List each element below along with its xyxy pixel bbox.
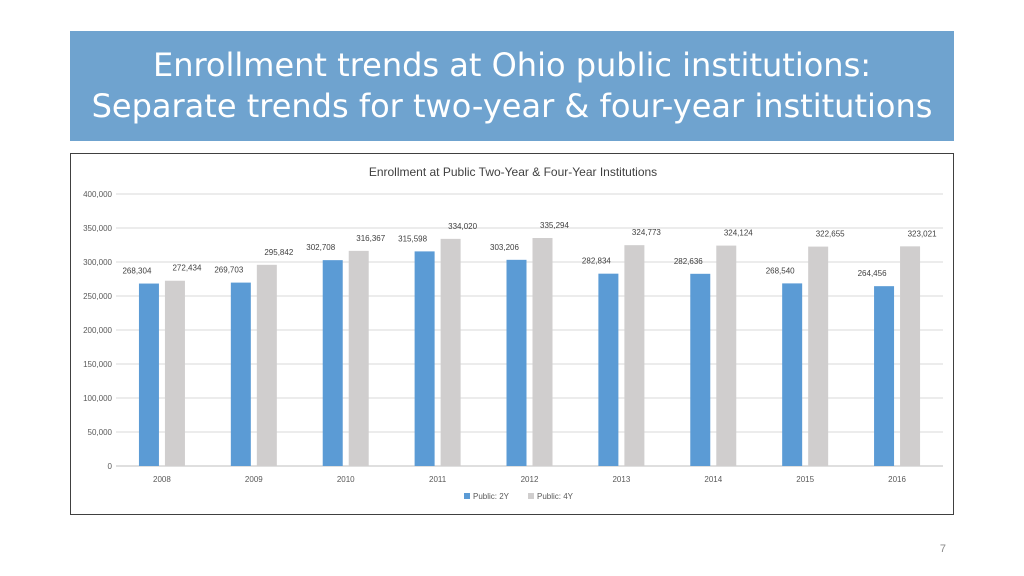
data-label: 324,124 bbox=[724, 229, 753, 238]
bar-public-4y bbox=[716, 245, 737, 466]
y-tick-label: 350,000 bbox=[83, 224, 112, 233]
legend-label-2y: Public: 2Y bbox=[473, 492, 510, 501]
y-tick-label: 0 bbox=[108, 462, 113, 471]
bar-public-4y bbox=[808, 246, 829, 466]
bar-public-2y bbox=[690, 273, 711, 466]
x-tick-label: 2011 bbox=[429, 475, 447, 484]
slide-title-line-1: Enrollment trends at Ohio public institu… bbox=[152, 46, 872, 84]
bar-public-4y bbox=[348, 250, 369, 466]
bar-public-4y bbox=[440, 238, 461, 466]
data-label: 322,655 bbox=[816, 230, 845, 239]
slide-title-line-2: Separate trends for two-year & four-year… bbox=[91, 87, 933, 125]
chart-title: Enrollment at Public Two-Year & Four-Yea… bbox=[369, 165, 657, 179]
bar-public-2y bbox=[598, 273, 619, 466]
data-label: 268,540 bbox=[766, 266, 795, 275]
bar-public-4y bbox=[624, 245, 645, 466]
data-label: 324,773 bbox=[632, 228, 661, 237]
bar-public-2y bbox=[138, 283, 159, 466]
x-tick-label: 2012 bbox=[521, 475, 539, 484]
page-number: 7 bbox=[939, 543, 946, 555]
data-label: 268,304 bbox=[122, 267, 151, 276]
y-tick-label: 400,000 bbox=[83, 190, 112, 199]
bar-public-4y bbox=[164, 280, 185, 466]
data-label: 334,020 bbox=[448, 222, 477, 231]
legend-swatch-2y bbox=[464, 493, 470, 499]
y-tick-label: 150,000 bbox=[83, 360, 112, 369]
x-tick-label: 2015 bbox=[796, 475, 814, 484]
bar-public-4y bbox=[256, 264, 277, 466]
bar-public-4y bbox=[532, 238, 553, 466]
bar-public-2y bbox=[230, 282, 251, 466]
bar-public-2y bbox=[322, 260, 343, 466]
bar-public-2y bbox=[782, 283, 803, 466]
bar-public-4y bbox=[900, 246, 921, 466]
x-tick-label: 2014 bbox=[704, 475, 722, 484]
data-label: 303,206 bbox=[490, 243, 519, 252]
y-tick-label: 100,000 bbox=[83, 394, 112, 403]
data-label: 335,294 bbox=[540, 221, 569, 230]
y-tick-label: 50,000 bbox=[88, 428, 113, 437]
bar-public-2y bbox=[874, 286, 895, 466]
data-label: 282,636 bbox=[674, 257, 703, 266]
x-tick-label: 2009 bbox=[245, 475, 263, 484]
legend-label-4y: Public: 4Y bbox=[537, 492, 574, 501]
x-tick-label: 2010 bbox=[337, 475, 355, 484]
x-tick-label: 2013 bbox=[612, 475, 630, 484]
data-label: 295,842 bbox=[264, 248, 293, 257]
data-label: 315,598 bbox=[398, 234, 427, 243]
x-tick-label: 2016 bbox=[888, 475, 906, 484]
x-tick-label: 2008 bbox=[153, 475, 171, 484]
data-label: 323,021 bbox=[908, 229, 937, 238]
bar-public-2y bbox=[506, 259, 527, 466]
data-label: 282,834 bbox=[582, 257, 611, 266]
data-label: 272,434 bbox=[172, 264, 201, 273]
data-label: 316,367 bbox=[356, 234, 385, 243]
y-tick-label: 200,000 bbox=[83, 326, 112, 335]
y-tick-label: 300,000 bbox=[83, 258, 112, 267]
data-label: 264,456 bbox=[858, 269, 887, 278]
bar-public-2y bbox=[414, 251, 435, 466]
data-label: 269,703 bbox=[214, 266, 243, 275]
chart-frame: Enrollment at Public Two-Year & Four-Yea… bbox=[70, 153, 954, 515]
title-banner: Enrollment trends at Ohio public institu… bbox=[70, 31, 954, 141]
enrollment-bar-chart: Enrollment at Public Two-Year & Four-Yea… bbox=[83, 165, 943, 501]
y-tick-label: 250,000 bbox=[83, 292, 112, 301]
legend-swatch-4y bbox=[528, 493, 534, 499]
data-label: 302,708 bbox=[306, 243, 335, 252]
